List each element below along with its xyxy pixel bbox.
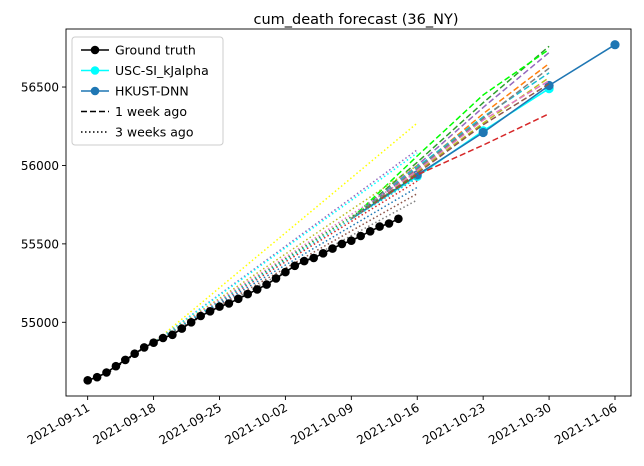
ground-truth-point bbox=[139, 343, 149, 352]
x-tick-label: 2021-11-06 bbox=[552, 400, 619, 447]
legend: Ground truth USC-SI_kJalpha HKUST-DNN 1 wee… bbox=[71, 36, 224, 146]
x-tick-label: 2021-10-30 bbox=[486, 400, 553, 447]
forecast-line-3 bbox=[350, 113, 550, 220]
ground-truth-point bbox=[158, 333, 168, 343]
plot-area bbox=[83, 40, 620, 385]
ground-truth-point bbox=[102, 368, 111, 377]
ground-truth-point bbox=[83, 376, 92, 385]
ground-truth-point bbox=[365, 227, 375, 236]
plot-frame bbox=[65, 28, 632, 397]
y-tick-label: 55500 bbox=[21, 237, 59, 251]
legend-marker bbox=[90, 66, 100, 75]
forecast-line-14 bbox=[153, 122, 418, 344]
x-tick-label: 2021-09-25 bbox=[157, 400, 224, 447]
legend-label: USC-SI_kJalpha bbox=[115, 63, 209, 78]
ground-truth-line bbox=[87, 218, 399, 382]
ground-truth-point bbox=[149, 338, 158, 348]
forecast-line-18 bbox=[153, 180, 418, 344]
legend-marker bbox=[90, 45, 100, 55]
ground-truth-point bbox=[384, 219, 394, 228]
ground-truth-point bbox=[347, 236, 356, 245]
forecast-line-15 bbox=[153, 149, 418, 344]
ground-truth-point bbox=[234, 294, 243, 304]
forecast-line-7 bbox=[350, 51, 550, 220]
ground-truth-point bbox=[394, 214, 403, 224]
forecast-line-5 bbox=[350, 45, 550, 220]
ground-truth-point bbox=[290, 261, 300, 271]
forecast-line-17 bbox=[153, 164, 418, 344]
forecast-line-6 bbox=[350, 48, 550, 220]
y-tick-label: 56500 bbox=[21, 81, 59, 95]
chart-title: cum_death forecast (36_NY) bbox=[254, 12, 459, 28]
ground-truth-point bbox=[224, 299, 234, 308]
x-tick-label: 2021-10-16 bbox=[354, 400, 421, 447]
forecast-line-12 bbox=[350, 67, 550, 220]
legend-label: Ground truth bbox=[115, 43, 196, 58]
ground-truth-point bbox=[356, 231, 366, 241]
legend-label: HKUST-DNN bbox=[115, 84, 189, 99]
ground-truth-point bbox=[92, 372, 102, 382]
y-tick-label: 56000 bbox=[21, 159, 59, 173]
ground-truth-point bbox=[205, 307, 215, 316]
ground-truth-point bbox=[168, 330, 177, 340]
ground-truth-point bbox=[309, 253, 319, 263]
legend-label: 1 week ago bbox=[115, 104, 187, 119]
ground-truth-point bbox=[186, 318, 196, 327]
x-tick-label: 2021-10-02 bbox=[223, 400, 290, 447]
ground-truth-point bbox=[328, 244, 337, 253]
x-tick-label: 2021-10-09 bbox=[288, 400, 355, 447]
x-tick-label: 2021-09-18 bbox=[91, 400, 158, 447]
y-tick-label: 55000 bbox=[21, 316, 59, 330]
forecast-line-16 bbox=[153, 152, 418, 344]
legend-box bbox=[71, 36, 224, 146]
legend-marker bbox=[90, 86, 100, 96]
x-tick-label: 2021-10-23 bbox=[420, 400, 487, 447]
legend-label: 3 weeks ago bbox=[115, 125, 194, 140]
ground-truth-point bbox=[177, 324, 187, 333]
forecast-line-24 bbox=[153, 177, 418, 344]
forecast-line-22 bbox=[153, 171, 418, 344]
ground-truth-point bbox=[121, 355, 130, 365]
ground-truth-point bbox=[318, 249, 328, 258]
ground-truth-point bbox=[252, 285, 262, 294]
forecast-point bbox=[478, 127, 488, 138]
ground-truth-point bbox=[243, 289, 252, 299]
forecast-point bbox=[610, 40, 620, 50]
x-tick-label: 2021-09-11 bbox=[25, 400, 92, 447]
y-axis: 55000 55500 56000 56500 bbox=[21, 81, 66, 330]
forecast-line-20 bbox=[153, 186, 418, 344]
ground-truth-point bbox=[111, 361, 121, 371]
ground-truth-point bbox=[299, 256, 309, 266]
forecast-line-21 bbox=[153, 193, 418, 344]
x-axis: 2021-09-112021-09-182021-09-252021-10-02… bbox=[25, 396, 619, 447]
ground-truth-point bbox=[196, 311, 205, 321]
ground-truth-point bbox=[337, 239, 347, 249]
ground-truth-point bbox=[281, 267, 290, 277]
ground-truth-point bbox=[215, 302, 224, 311]
ground-truth-point bbox=[271, 274, 281, 283]
forecast-point bbox=[544, 80, 554, 91]
ground-truth-point bbox=[262, 280, 271, 289]
ground-truth-point bbox=[375, 222, 384, 231]
ground-truth-point bbox=[130, 349, 139, 359]
